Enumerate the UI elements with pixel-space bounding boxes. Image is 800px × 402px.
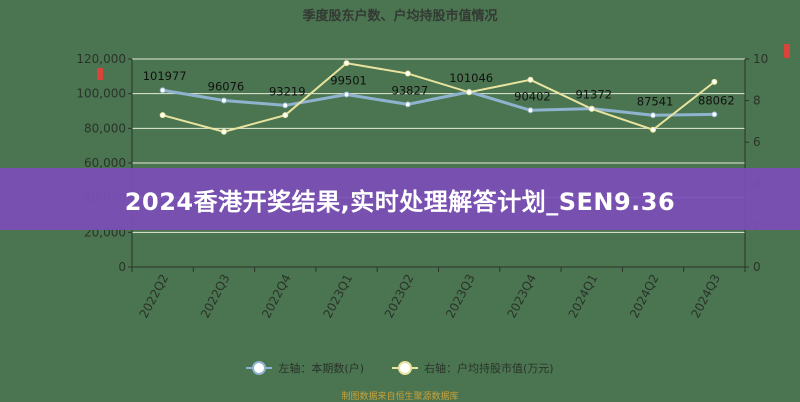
legend: 左轴：本期数(户) 右轴：户均持股市值(万元) bbox=[0, 360, 800, 376]
x-tick-label: 2023Q4 bbox=[504, 272, 539, 321]
data-point bbox=[159, 87, 166, 94]
data-point bbox=[527, 76, 534, 83]
banner-text: 2024香港开奖结果,实时处理解答计划_SEN9.36 bbox=[124, 187, 676, 216]
left-tick-label: 60,000 bbox=[84, 156, 126, 170]
legend-swatch-blue bbox=[246, 362, 273, 374]
x-tick-label: 2023Q3 bbox=[443, 272, 478, 321]
series-line-2 bbox=[162, 62, 715, 133]
x-tick-label: 2022Q2 bbox=[137, 272, 172, 321]
data-point bbox=[527, 107, 534, 114]
data-point bbox=[282, 112, 289, 119]
legend-label: 右轴：户均持股市值(万元) bbox=[424, 362, 554, 375]
data-point bbox=[282, 102, 289, 109]
data-label: 93827 bbox=[392, 83, 429, 97]
data-label: 101977 bbox=[143, 69, 187, 83]
legend-item-left[interactable]: 左轴：本期数(户) bbox=[246, 360, 364, 376]
data-point bbox=[404, 70, 411, 77]
data-label: 88062 bbox=[698, 93, 735, 107]
x-tick-label: 2024Q2 bbox=[627, 272, 662, 321]
right-unit-icon bbox=[784, 44, 790, 58]
left-tick-label: 100,000 bbox=[76, 87, 126, 101]
right-tick-label: 6 bbox=[753, 135, 761, 149]
data-point bbox=[711, 78, 718, 85]
right-tick-label: 10 bbox=[753, 52, 768, 66]
right-tick-label: 0 bbox=[753, 260, 761, 274]
data-point bbox=[220, 97, 227, 104]
x-tick-label: 2024Q3 bbox=[688, 272, 723, 321]
data-label: 99501 bbox=[330, 74, 367, 88]
x-tick-label: 2022Q4 bbox=[259, 272, 294, 321]
data-label: 93219 bbox=[269, 84, 306, 98]
data-point bbox=[159, 112, 166, 119]
x-tick-label: 2022Q3 bbox=[198, 272, 233, 321]
data-label: 91372 bbox=[575, 88, 612, 102]
data-label: 90402 bbox=[514, 89, 551, 103]
data-label: 101046 bbox=[449, 71, 493, 85]
data-point bbox=[466, 89, 473, 96]
data-point bbox=[343, 60, 350, 67]
data-point bbox=[220, 128, 227, 135]
data-point bbox=[711, 111, 718, 118]
data-point bbox=[650, 126, 657, 133]
chart-title: 季度股东户数、户均持股市值情况 bbox=[302, 9, 498, 24]
x-tick-label: 2023Q2 bbox=[382, 272, 417, 321]
legend-label: 左轴：本期数(户) bbox=[278, 362, 364, 375]
data-point bbox=[343, 91, 350, 98]
legend-swatch-yellow bbox=[392, 362, 418, 374]
series-line-1 bbox=[162, 88, 715, 117]
data-point bbox=[404, 101, 411, 108]
left-unit-icon bbox=[97, 68, 103, 80]
legend-item-right[interactable]: 右轴：户均持股市值(万元) bbox=[392, 360, 554, 376]
data-point bbox=[588, 105, 595, 112]
data-label: 96076 bbox=[208, 79, 245, 93]
x-tick-label: 2023Q1 bbox=[320, 272, 355, 321]
data-label: 87541 bbox=[637, 94, 674, 108]
left-tick-label: 80,000 bbox=[84, 121, 126, 135]
right-tick-label: 8 bbox=[753, 94, 761, 108]
overlay-banner: 2024香港开奖结果,实时处理解答计划_SEN9.36 bbox=[0, 168, 800, 230]
watermark: 制图数据来自恒生聚源数据库 bbox=[341, 392, 459, 402]
left-tick-label: 0 bbox=[118, 260, 126, 274]
x-tick-label: 2024Q1 bbox=[566, 272, 601, 321]
left-tick-label: 120,000 bbox=[76, 52, 126, 66]
data-point bbox=[650, 112, 657, 119]
